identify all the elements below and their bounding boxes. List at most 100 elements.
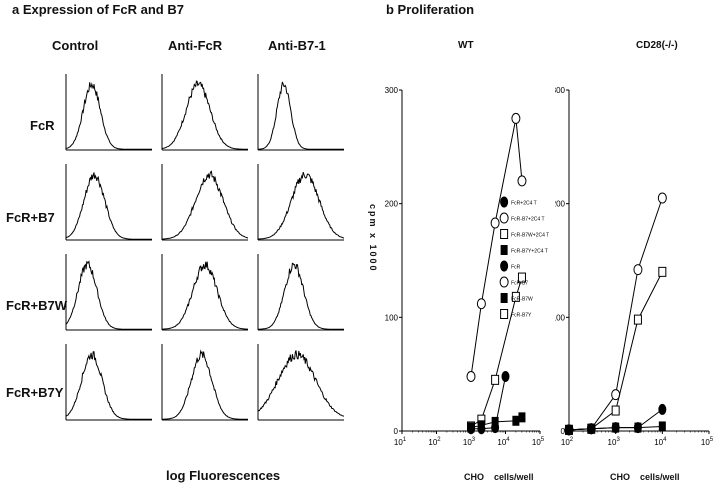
row-header-fcr-b7w: FcR+B7W <box>6 298 68 313</box>
row-header-fcr: FcR <box>30 118 55 133</box>
legend-label: FcR-B7 <box>511 281 528 287</box>
x-tick-exponent: 5 <box>710 437 714 443</box>
data-point <box>511 112 521 124</box>
row-header-fcr-b7y: FcR+B7Y <box>6 385 64 400</box>
x-tick-exponent: 4 <box>663 437 667 443</box>
panel-a-xlabel: log Fluorescences <box>166 468 281 483</box>
legend-label: FcR-B7+2C4 T <box>511 217 544 223</box>
wt-plot-title: WT <box>458 40 474 51</box>
column-header-anti-b7-1: Anti-B7-1 <box>268 38 326 53</box>
data-point <box>587 423 595 434</box>
histogram-grid <box>65 74 345 421</box>
data-point <box>501 370 510 382</box>
histogram-trace <box>162 349 248 420</box>
data-point <box>633 314 642 325</box>
legend-marker <box>500 245 508 255</box>
data-point <box>657 192 667 204</box>
histogram-trace <box>65 82 152 150</box>
data-point <box>490 217 500 229</box>
x-tick-exponent: 3 <box>472 437 476 443</box>
wt-proliferation-chart: 0 100 200 300 101 102 103 104 105 FcR+2C4 T FcR-B7… <box>385 86 550 447</box>
x-axis-label-cho-right: CHO <box>610 472 630 482</box>
data-point <box>491 416 499 427</box>
panel-a-title: a Expression of FcR and B7 <box>12 2 184 17</box>
legend-marker <box>500 196 509 208</box>
x-tick-label: 103 <box>608 437 621 447</box>
x-tick-label: 102 <box>561 437 574 447</box>
x-tick-exponent: 4 <box>506 437 510 443</box>
histogram-trace <box>258 262 344 330</box>
data-point <box>511 291 520 302</box>
legend-marker <box>500 229 509 239</box>
y-tick-label: 300 <box>385 86 399 95</box>
histogram-trace <box>161 170 249 240</box>
x-axis-label-cells-well-right: cells/well <box>640 472 680 482</box>
histogram-trace <box>65 260 152 330</box>
y-tick-label: 200 <box>385 200 399 209</box>
legend-marker <box>499 276 509 288</box>
y-tick-label: 200 <box>555 200 566 209</box>
histogram-trace <box>258 81 344 150</box>
x-tick-label: 104 <box>497 437 510 447</box>
data-point <box>517 175 527 187</box>
data-point <box>477 420 485 431</box>
legend-label: FcR-B7W <box>511 297 533 303</box>
data-point <box>565 424 573 435</box>
legend-marker <box>500 260 509 272</box>
data-point <box>518 412 526 423</box>
legend-label: FcR <box>511 265 521 271</box>
legend-marker <box>499 212 509 224</box>
panel-b-title: b Proliferation <box>386 2 475 17</box>
legend-label: FcR+2C4 T <box>511 201 537 207</box>
x-tick-exponent: 1 <box>403 437 407 443</box>
y-tick-label: 0 <box>394 427 399 436</box>
row-header-fcr-b7: FcR+B7 <box>6 210 55 225</box>
data-point <box>633 264 643 276</box>
cd28-proliferation-chart: 0 100 200 300 102 103 104 105 <box>555 86 714 447</box>
data-point <box>658 266 667 277</box>
y-tick-label: 0 <box>561 427 566 436</box>
data-point <box>467 422 475 433</box>
legend-marker <box>500 293 508 303</box>
data-point <box>611 405 620 416</box>
legend-label: FcR-B7Y <box>511 313 532 319</box>
y-axis-label: cpm x 1000 <box>368 204 378 273</box>
legend-marker <box>500 309 509 319</box>
data-point <box>658 421 666 432</box>
series-line <box>470 118 523 377</box>
data-point <box>517 272 526 283</box>
data-point <box>491 374 500 385</box>
histogram-trace <box>65 172 152 240</box>
y-tick-label: 100 <box>555 313 566 322</box>
x-tick-label: 103 <box>463 437 476 447</box>
column-header-anti-fcr: Anti-FcR <box>168 38 223 53</box>
series-line <box>471 376 506 430</box>
histogram-trace <box>257 172 345 240</box>
column-header-control: Control <box>52 38 99 53</box>
data-point <box>512 415 520 426</box>
legend-label: FcR-B7W+2C4 T <box>511 233 549 239</box>
x-axis-label-cho: CHO <box>464 472 484 482</box>
histogram-trace <box>162 261 248 330</box>
legend-label: FcR-B7Y+2C4 T <box>511 249 548 255</box>
x-axis-label-cells-well: cells/well <box>494 472 534 482</box>
x-tick-exponent: 3 <box>616 437 620 443</box>
data-point <box>466 370 476 382</box>
histogram-trace <box>161 80 248 150</box>
data-point <box>658 403 667 415</box>
y-tick-label: 100 <box>385 313 399 322</box>
histogram-trace <box>257 350 345 417</box>
data-point <box>634 422 642 433</box>
data-point <box>476 298 486 310</box>
x-tick-label: 101 <box>394 437 407 447</box>
x-tick-label: 105 <box>701 437 714 447</box>
x-tick-label: 102 <box>428 437 441 447</box>
cd28-plot-title: CD28(-/-) <box>636 40 678 51</box>
x-tick-label: 105 <box>532 437 545 447</box>
x-tick-exponent: 2 <box>437 437 441 443</box>
x-tick-exponent: 2 <box>570 437 574 443</box>
histogram-trace <box>65 351 152 420</box>
x-tick-label: 104 <box>654 437 667 447</box>
data-point <box>612 422 620 433</box>
x-tick-exponent: 5 <box>541 437 545 443</box>
